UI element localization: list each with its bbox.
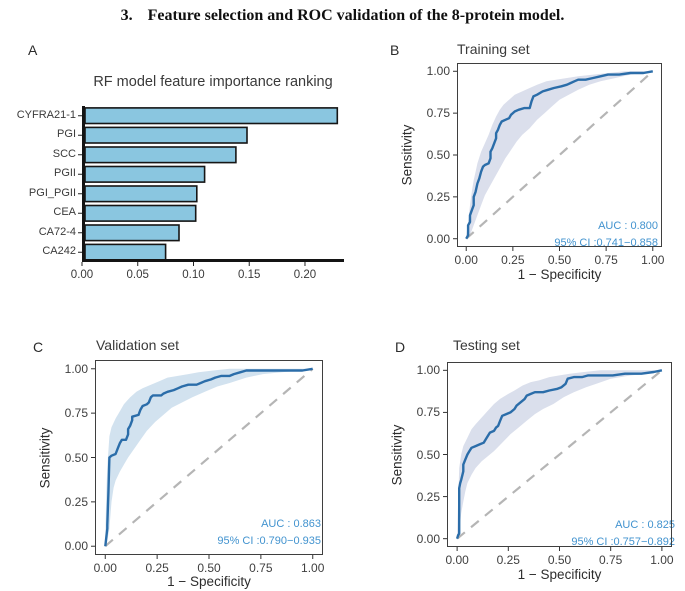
y-tick-label: 0.50 bbox=[416, 447, 440, 462]
importance-bar bbox=[84, 224, 180, 242]
x-axis-label: 1 − Specificity bbox=[167, 574, 251, 589]
x-tick-label: 0.05 bbox=[126, 269, 149, 281]
importance-bar bbox=[84, 107, 339, 125]
category-label: SCC bbox=[52, 147, 76, 160]
ci-value-text: 95% CI :0.757−0.892 bbox=[571, 536, 675, 548]
importance-bar bbox=[84, 204, 197, 222]
y-tick-label: 0.75 bbox=[426, 106, 450, 121]
panel-label-a: A bbox=[28, 42, 38, 58]
auc-annotation: AUC : 0.825 95% CI :0.757−0.892 bbox=[447, 517, 675, 551]
y-tick-label: 0.75 bbox=[64, 406, 88, 421]
roc-title-training: Training set bbox=[457, 41, 530, 57]
x-tick-label: 0.50 bbox=[197, 561, 221, 575]
chance-diagonal bbox=[456, 369, 663, 540]
panel-roc-validation: C Validation set Sensitivity 1 − Specifi… bbox=[20, 333, 350, 591]
plot-border bbox=[95, 360, 323, 555]
chance-diagonal bbox=[104, 367, 314, 548]
panel-feature-importance: A RF model feature importance ranking CY… bbox=[17, 40, 350, 293]
panel-label-b: B bbox=[390, 42, 400, 58]
roc-title-validation: Validation set bbox=[96, 337, 180, 353]
chance-diagonal bbox=[465, 70, 654, 240]
x-tick-label: 1.00 bbox=[301, 561, 325, 575]
x-tick-label: 0.00 bbox=[93, 561, 117, 575]
panel-label-c: C bbox=[33, 339, 44, 355]
category-label: CA242 bbox=[42, 245, 76, 258]
roc-curve bbox=[104, 367, 313, 547]
category-label: CA72-4 bbox=[38, 225, 76, 238]
x-tick-label: 0.20 bbox=[293, 269, 317, 281]
category-label: PGI bbox=[57, 128, 76, 141]
importance-bar bbox=[84, 185, 198, 203]
confidence-band bbox=[105, 368, 313, 547]
plot-border bbox=[457, 63, 662, 247]
category-label: CYFRA21-1 bbox=[16, 108, 76, 121]
category-label: PGII bbox=[53, 167, 76, 180]
roc-curve bbox=[455, 369, 663, 540]
auc-value-text: AUC : 0.800 bbox=[598, 220, 658, 232]
y-tick-label: 0.25 bbox=[426, 189, 450, 204]
x-tick-label: 1.00 bbox=[641, 253, 665, 267]
roc-curve bbox=[465, 70, 654, 240]
figure-heading: 3. Feature selection and ROC validation o… bbox=[0, 7, 685, 25]
x-axis-label: 1 − Specificity bbox=[517, 567, 602, 582]
bar-chart-canvas bbox=[78, 106, 344, 266]
y-tick-label: 0.25 bbox=[64, 494, 88, 509]
plot-border bbox=[447, 362, 672, 547]
x-tick-label: 0.25 bbox=[501, 253, 525, 267]
auc-annotation: AUC : 0.863 95% CI :0.790−0.935 bbox=[95, 516, 321, 550]
importance-bar bbox=[84, 126, 248, 144]
importance-bar bbox=[84, 243, 167, 261]
y-tick-label: 0.75 bbox=[416, 405, 440, 420]
auc-value-text: AUC : 0.863 bbox=[261, 518, 321, 530]
y-tick-label: 0.00 bbox=[64, 539, 88, 554]
y-tick-label: 0.50 bbox=[426, 148, 450, 162]
y-tick-label: 0.00 bbox=[416, 531, 440, 546]
y-tick-label: 1.00 bbox=[426, 64, 450, 79]
y-tick-label: 1.00 bbox=[416, 363, 440, 378]
x-tick-label: 0.10 bbox=[182, 269, 205, 281]
heading-number: 3. bbox=[120, 7, 133, 24]
x-tick-label: 0.00 bbox=[70, 269, 94, 281]
roc-plot-canvas bbox=[443, 362, 672, 551]
roc-title-testing: Testing set bbox=[453, 337, 520, 353]
x-tick-label: 0.50 bbox=[547, 553, 572, 567]
x-tick-label: 0.75 bbox=[594, 253, 618, 267]
x-tick-label: 1.00 bbox=[650, 553, 674, 567]
ci-value-text: 95% CI :0.790−0.935 bbox=[217, 535, 321, 547]
x-tick-label: 0.25 bbox=[145, 561, 169, 575]
y-tick-label: 0.00 bbox=[426, 231, 450, 246]
x-tick-label: 0.25 bbox=[496, 553, 520, 567]
category-label: PGI_PGII bbox=[28, 186, 76, 199]
x-tick-label: 0.75 bbox=[599, 553, 623, 567]
panel-label-d: D bbox=[395, 339, 406, 355]
x-axis-label: 1 − Specificity bbox=[517, 267, 602, 282]
heading-text: Feature selection and ROC validation of … bbox=[147, 7, 565, 24]
roc-plot-canvas bbox=[91, 360, 323, 559]
importance-bar bbox=[84, 165, 206, 183]
importance-bar bbox=[84, 146, 237, 164]
panel-roc-testing: D Testing set Sensitivity 1 − Specificit… bbox=[380, 333, 682, 591]
roc-plot-canvas bbox=[453, 63, 662, 251]
panel-roc-training: B Training set Sensitivity 1 − Specifici… bbox=[383, 38, 683, 290]
y-tick-label: 1.00 bbox=[64, 361, 88, 376]
bar-chart-title: RF model feature importance ranking bbox=[93, 74, 333, 90]
x-tick-label: 0.50 bbox=[547, 253, 572, 267]
x-tick-label: 0.00 bbox=[445, 553, 469, 567]
x-tick-label: 0.15 bbox=[238, 269, 261, 281]
auc-value-text: AUC : 0.825 bbox=[615, 519, 675, 531]
x-tick-label: 0.00 bbox=[454, 253, 478, 267]
y-tick-label: 0.25 bbox=[416, 489, 440, 504]
x-tick-label: 0.75 bbox=[249, 561, 273, 575]
category-label: CEA bbox=[53, 206, 76, 219]
y-tick-label: 0.50 bbox=[64, 450, 88, 465]
